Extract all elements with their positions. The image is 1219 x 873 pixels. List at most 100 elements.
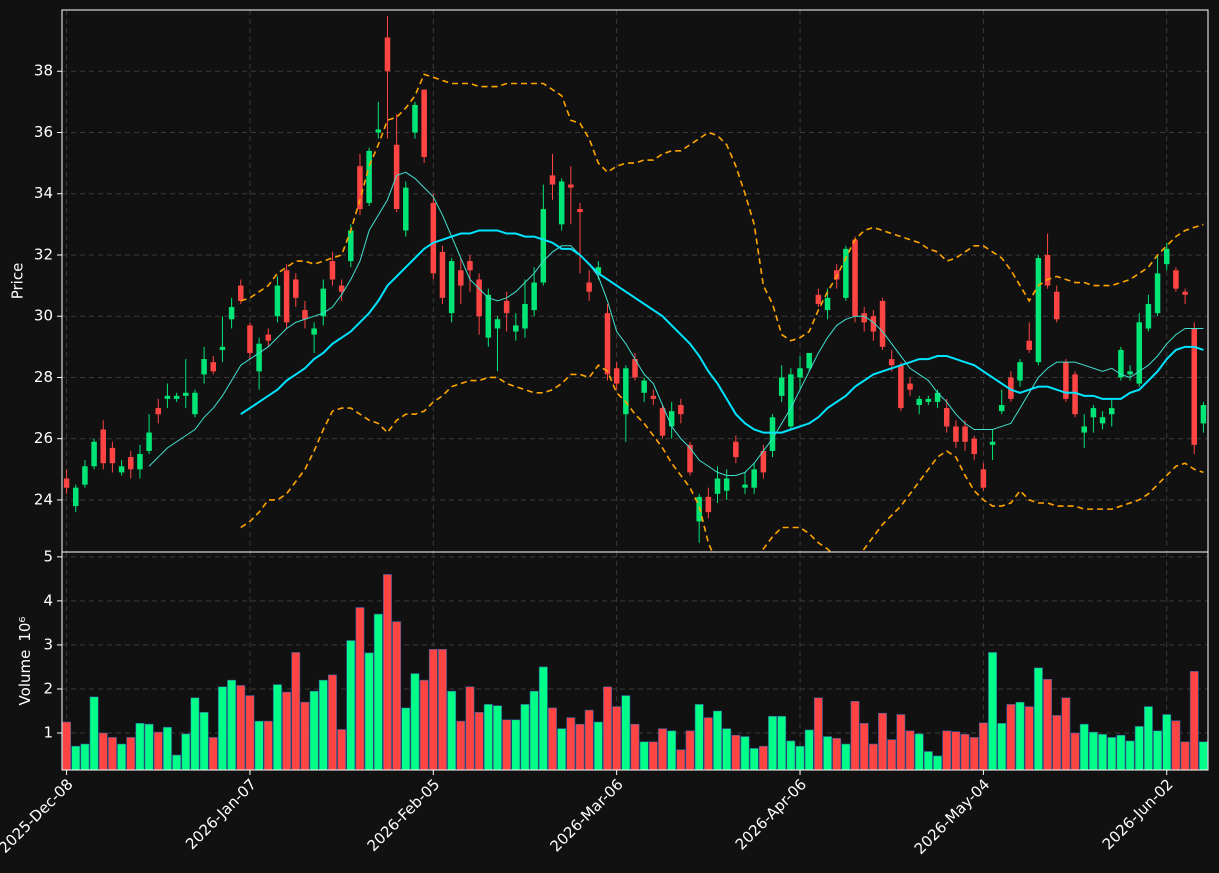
volume-bar — [117, 743, 127, 770]
volume-bar — [658, 728, 667, 770]
candle-body — [586, 282, 592, 292]
candle-body — [815, 294, 822, 304]
volume-bar — [1153, 730, 1163, 770]
candle-body — [1191, 328, 1197, 445]
candle-body — [797, 368, 803, 378]
candle-body — [513, 325, 519, 332]
volume-bar — [988, 652, 997, 770]
volume-bar — [318, 679, 328, 770]
volume-bar — [483, 704, 493, 770]
candle-body — [962, 426, 968, 442]
volume-bar — [758, 745, 768, 770]
candle-body — [201, 359, 207, 375]
indicator-line — [148, 171, 1204, 476]
candle-body — [971, 438, 977, 455]
candle-body — [183, 392, 189, 396]
candle-body — [366, 150, 372, 203]
candle-body — [274, 285, 281, 317]
candle-body — [898, 365, 904, 409]
indicator-line — [240, 73, 1204, 342]
candle-body — [283, 270, 290, 323]
volume-bar — [1180, 741, 1190, 770]
candle-body — [595, 267, 602, 274]
volume-bar — [575, 723, 585, 770]
candle-body — [357, 166, 363, 210]
y-axis-label: Volume 10⁶ — [16, 617, 34, 706]
candle-body — [925, 398, 932, 402]
y-tick-label: 1 — [43, 724, 53, 742]
y-axis-scale: 10⁶ — [16, 617, 34, 642]
y-tick-label: 2 — [43, 679, 53, 697]
volume-bar — [593, 721, 603, 770]
volume-bar — [722, 728, 732, 770]
volume-bar — [850, 700, 860, 770]
y-tick-label: 5 — [43, 547, 53, 565]
volume-bar — [630, 723, 640, 770]
volume-bar — [538, 666, 548, 770]
y-tick-label: 28 — [34, 368, 53, 386]
candle-body — [338, 285, 345, 292]
candle-body — [503, 300, 510, 314]
volume-bar — [859, 723, 869, 770]
volume-bar — [1107, 737, 1117, 770]
candle-body — [1136, 322, 1142, 384]
volume-bar — [832, 737, 842, 770]
volume-bar — [1189, 671, 1199, 770]
volume-bar — [1070, 732, 1080, 770]
volume-bar — [621, 695, 631, 770]
volume-bar — [1079, 723, 1089, 770]
candle-body — [1173, 270, 1179, 289]
volume-bar — [667, 730, 677, 770]
candle-body — [989, 441, 996, 445]
candle-body — [522, 303, 528, 329]
volume-bar — [62, 721, 72, 770]
candle-body — [393, 144, 400, 210]
candle-body — [1017, 362, 1023, 381]
volume-bar — [942, 730, 952, 770]
volume-bar — [447, 690, 457, 770]
candle-body — [128, 457, 134, 470]
candle-body — [1026, 340, 1032, 350]
candle-body — [769, 417, 776, 451]
volume-bar — [914, 733, 924, 770]
candle-body — [329, 261, 336, 280]
volume-bar — [639, 741, 649, 770]
volume-bar — [263, 720, 273, 770]
volume-bar — [153, 731, 163, 770]
volume-bar — [227, 679, 237, 770]
volume-bar — [731, 734, 741, 770]
volume-bar — [969, 737, 979, 770]
candle-body — [1200, 405, 1207, 424]
candle-body — [705, 496, 712, 513]
volume-bar — [685, 730, 695, 770]
candle-body — [1108, 408, 1115, 415]
candle-body — [568, 184, 574, 188]
volume-bar — [1033, 667, 1043, 770]
y-tick-label: 34 — [34, 184, 53, 202]
y-tick-label: 36 — [34, 123, 53, 141]
candle-body — [788, 374, 794, 427]
volume-bar — [960, 734, 970, 770]
candle-body — [164, 395, 171, 399]
volume-bar — [813, 697, 823, 770]
candle-body — [73, 487, 79, 507]
volume-bar — [181, 733, 191, 770]
candle-body — [467, 261, 473, 271]
volume-bar — [868, 743, 878, 770]
candle-body — [476, 279, 482, 317]
candle-body — [302, 310, 308, 320]
volume-bar — [502, 719, 512, 770]
volume-bar — [300, 701, 310, 770]
candle-body — [485, 294, 492, 338]
y-tick-label: 38 — [34, 62, 53, 80]
volume-bar — [218, 686, 227, 770]
volume-bar — [190, 697, 200, 770]
indicator-line — [240, 364, 1204, 552]
candle-body — [210, 362, 217, 372]
candle-body — [421, 89, 427, 157]
volume-bar — [282, 691, 292, 770]
candle-body — [714, 478, 721, 494]
volume-frame — [61, 551, 1209, 771]
volume-bar — [887, 739, 897, 770]
volume-bar — [520, 704, 530, 770]
